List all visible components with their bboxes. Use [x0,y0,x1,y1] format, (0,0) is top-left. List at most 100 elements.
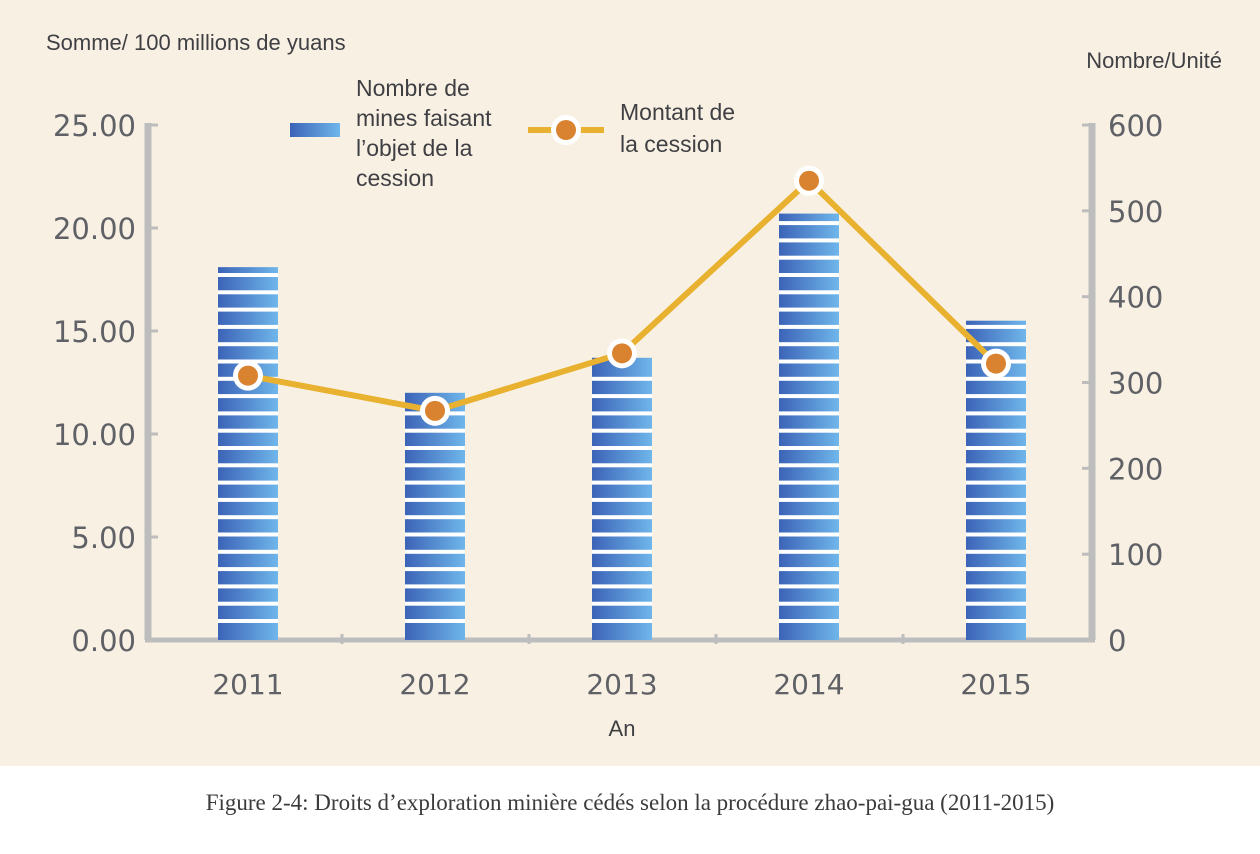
bar-2013 [592,357,652,640]
bar-stripe [218,290,278,295]
left-tick-label: 15.00 [53,315,136,349]
bar-stripe [779,584,839,589]
bar-stripe [405,480,465,485]
bar-stripe [779,497,839,502]
bar-stripe [218,515,278,520]
left-axis-title: Somme/ 100 millions de yuans [46,30,346,55]
right-tick-label: 0 [1108,624,1126,658]
bar-stripe [779,342,839,347]
left-tick-label: 5.00 [71,521,136,555]
legend-line-label-line: Montant de [620,99,735,125]
bar-stripe [218,307,278,312]
right-tick-label: 300 [1108,367,1163,401]
bar-stripe [966,342,1026,347]
left-tick-label: 0.00 [71,624,136,658]
bar-stripe [779,359,839,364]
figure-caption: Figure 2-4: Droits d’exploration minière… [205,790,1055,815]
bar-stripe [779,324,839,329]
legend-bar-swatch [290,123,340,137]
bar-stripe [218,619,278,623]
bar-stripe [779,307,839,312]
bar-stripe [592,515,652,520]
line-point-2011 [238,365,258,386]
bar-stripe [966,619,1026,623]
bar-stripe [592,567,652,572]
bar-stripe [779,567,839,572]
bar-stripe [779,480,839,485]
bar-stripe [218,324,278,329]
bar-stripe [779,619,839,623]
bar-stripe [966,497,1026,502]
bar-stripe [966,446,1026,450]
left-tick-label: 20.00 [53,212,136,246]
legend-bar-label-line: mines faisant [356,105,492,131]
bar-stripe [966,428,1026,433]
right-tick-label: 400 [1108,281,1163,315]
bar-stripe [405,446,465,450]
right-axis-title: Nombre/Unité [1086,48,1222,73]
legend-marker [556,120,576,140]
bar-stripe [779,601,839,606]
bar-stripe [779,273,839,277]
bar-stripe [405,584,465,589]
bar-stripe [405,515,465,520]
bar-stripe [966,463,1026,468]
legend: Nombre de mines faisant l’objet de la cessi… [290,75,735,191]
bar-stripe [218,584,278,589]
bar-stripe [218,273,278,277]
bar [779,213,839,640]
bar-stripe [779,290,839,295]
line-point-2014 [799,170,819,191]
bar-stripe [405,567,465,572]
bar-stripe [405,532,465,537]
right-tick-label: 100 [1108,538,1163,572]
bar-stripe [779,411,839,416]
bar-stripe [966,567,1026,572]
bar-2011 [218,267,278,640]
x-tick-label: 2011 [212,668,283,701]
legend-bar-label-line: Nombre de [356,75,470,101]
bar-stripe [218,532,278,537]
bar-stripe [405,497,465,502]
legend-line-label-line: la cession [620,131,722,157]
bar-stripe [592,497,652,502]
bar-stripe [218,446,278,450]
bar-stripe [592,394,652,399]
left-tick-label: 10.00 [53,418,136,452]
bar-stripe [218,463,278,468]
left-tick-label: 25.00 [53,109,136,143]
legend-bar-label-line: l’objet de la [356,135,473,161]
bar-stripe [966,601,1026,606]
bar-stripe [966,394,1026,399]
bar-stripe [592,463,652,468]
bar-stripe [779,428,839,433]
bar-stripe [218,601,278,606]
bar-stripe [592,532,652,537]
bar-stripe [218,428,278,433]
line-point-2013 [612,343,632,364]
bar-stripe [592,446,652,450]
bar-stripe [966,480,1026,485]
bar-stripe [779,394,839,399]
combo-chart: 0.00 5.00 10.00 15.00 20.00 25.00 0 100 200 300 40… [46,30,1222,741]
bar-stripe [779,221,839,226]
right-tick-label: 200 [1108,452,1163,486]
x-tick-label: 2014 [773,668,844,701]
bar-stripe [779,255,839,260]
x-axis-title: An [609,716,636,741]
bar-stripe [218,394,278,399]
bar-stripe [779,376,839,381]
bar-stripe [218,567,278,572]
bar [218,267,278,640]
right-tick-label: 600 [1108,109,1163,143]
line-point-2015 [986,353,1006,374]
bar-stripe [592,428,652,433]
bar-stripe [779,549,839,554]
bar-stripe [966,324,1026,329]
bar-stripe [592,619,652,623]
bar-stripe [218,497,278,502]
bar-stripe [779,446,839,450]
bar-stripe [218,411,278,416]
bar-stripe [779,515,839,520]
bar-stripe [592,601,652,606]
